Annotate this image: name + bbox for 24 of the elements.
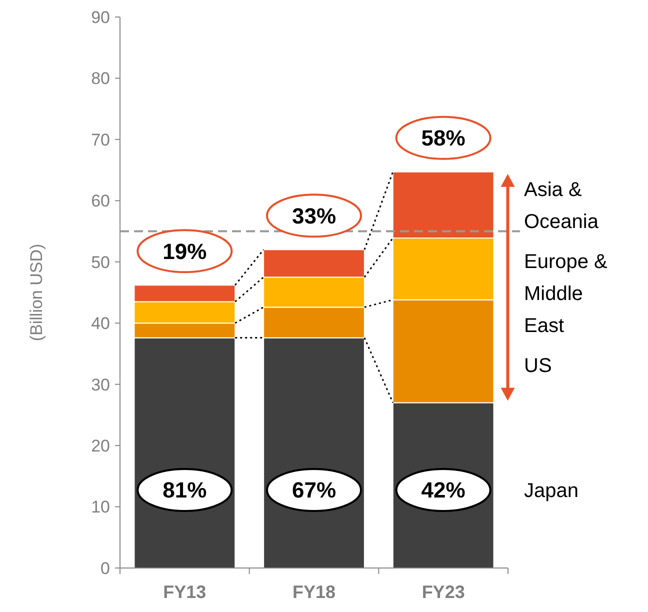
legend-label: Asia & Oceania xyxy=(524,178,600,233)
x-tick-label: FY18 xyxy=(292,582,336,602)
x-tick-label: FY23 xyxy=(422,582,465,602)
series-label: Europe & Middle East xyxy=(524,250,608,337)
y-tick-label: 20 xyxy=(91,436,110,456)
y-tick-label: 0 xyxy=(100,558,110,578)
annotation: 19% xyxy=(162,238,207,264)
y-tick-label: 90 xyxy=(91,8,110,27)
y-tick-label: 70 xyxy=(91,130,110,150)
y-tick-label: 60 xyxy=(91,192,110,211)
y-tick-label: 40 xyxy=(91,314,110,334)
y-tick-label: 80 xyxy=(91,69,110,88)
y-axis-title: (Billion USD) xyxy=(27,244,46,342)
y-tick-label: 10 xyxy=(91,498,110,517)
annotation: 58% xyxy=(421,126,466,151)
annotation: 81% xyxy=(162,478,207,503)
annotation: 67% xyxy=(292,478,336,503)
annotation: 42% xyxy=(421,478,466,503)
y-tick-label: 50 xyxy=(91,252,110,272)
y-tick-label: 30 xyxy=(91,375,110,394)
series-label: US xyxy=(524,354,552,377)
series-label: Japan xyxy=(524,480,578,502)
x-tick-label: FY13 xyxy=(163,582,206,602)
annotation: 33% xyxy=(292,203,336,228)
